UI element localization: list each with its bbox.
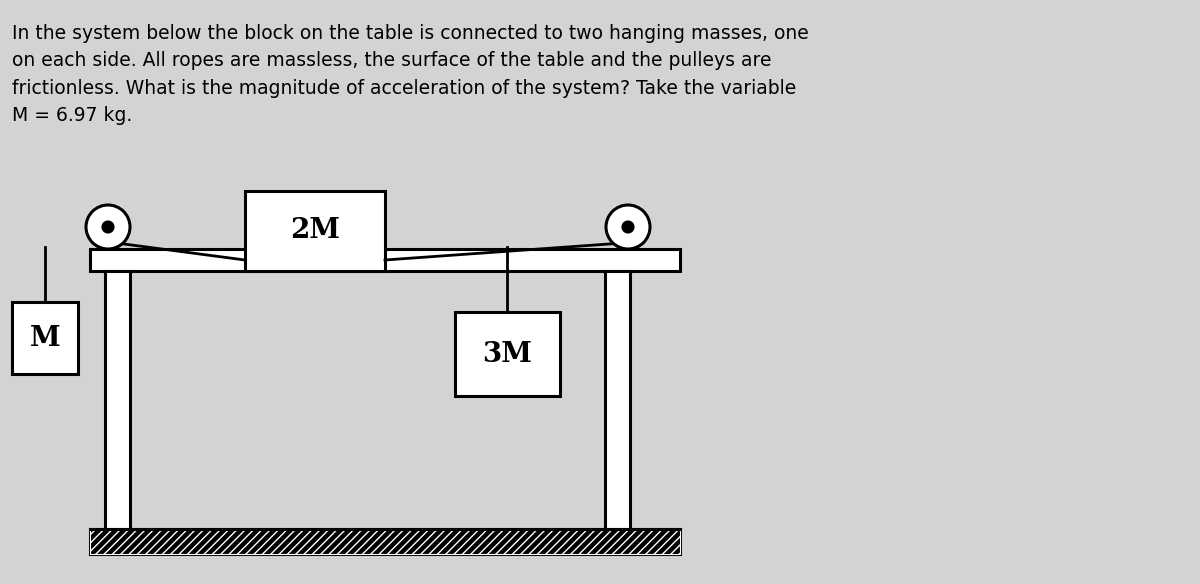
Circle shape — [86, 205, 130, 249]
Bar — [90, 529, 680, 554]
Bar — [106, 271, 130, 529]
Bar — [605, 271, 630, 529]
Bar — [12, 302, 78, 374]
Text: 3M: 3M — [482, 340, 533, 367]
Circle shape — [102, 221, 114, 232]
Text: 2M: 2M — [290, 217, 340, 245]
Circle shape — [606, 205, 650, 249]
Circle shape — [623, 221, 634, 232]
Bar — [90, 249, 680, 271]
Bar — [455, 312, 560, 396]
Text: In the system below the block on the table is connected to two hanging masses, o: In the system below the block on the tab… — [12, 24, 809, 125]
Bar — [90, 529, 680, 554]
Text: M: M — [30, 325, 60, 352]
Bar — [245, 191, 385, 271]
